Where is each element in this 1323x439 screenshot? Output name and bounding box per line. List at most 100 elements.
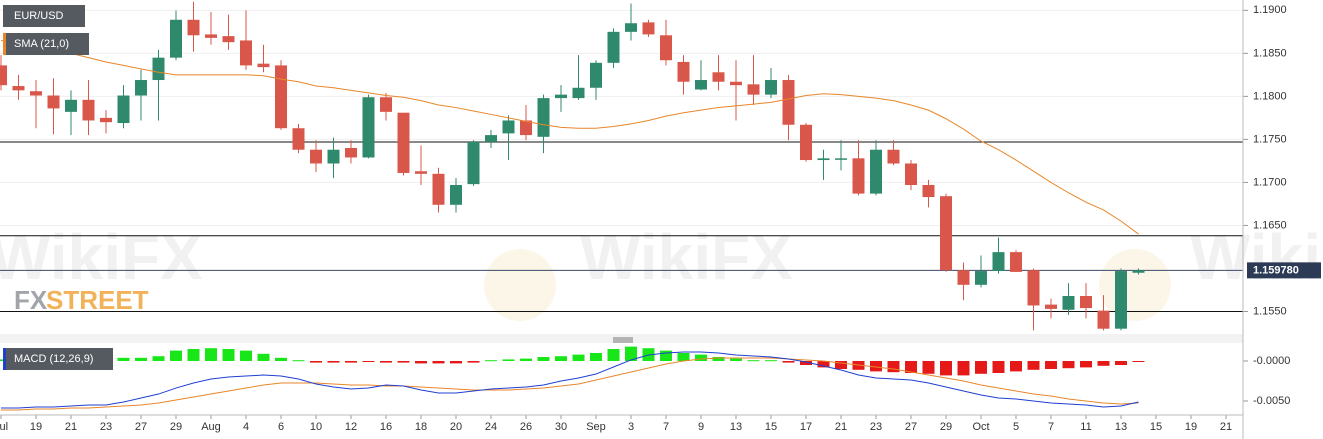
- macd-histogram-bar: [1010, 361, 1022, 372]
- watermark-icon: [484, 249, 556, 321]
- x-tick-label: 4: [243, 421, 249, 433]
- y-tick-label: 1.1900: [1253, 4, 1287, 16]
- candle-body: [292, 128, 305, 150]
- macd-histogram-bar: [1045, 361, 1057, 369]
- watermarks: WikiFX WikiFX WikiFX: [0, 221, 1323, 321]
- candle-body: [47, 95, 60, 109]
- macd-histogram-bar: [362, 361, 375, 362]
- candle-body: [800, 124, 812, 161]
- candle-body: [992, 252, 1005, 272]
- macd-line: [1, 351, 1139, 409]
- sma-label: SMA (21,0): [14, 38, 69, 50]
- macd-histogram-bar: [887, 361, 900, 373]
- logo-fx: FX: [14, 285, 48, 315]
- candle-body: [625, 23, 637, 32]
- x-tick-label: 24: [485, 421, 497, 433]
- x-tick-label: 11: [1080, 421, 1091, 433]
- candle-body: [730, 81, 742, 86]
- macd-histogram-bar: [712, 357, 725, 361]
- candle-body: [100, 117, 112, 123]
- y-tick-label: -0.0000: [1253, 355, 1290, 367]
- macd-histogram-bar: [485, 360, 497, 362]
- candle-body: [82, 99, 95, 121]
- macd-histogram-bar: [205, 348, 217, 361]
- macd-histogram-bar: [940, 361, 952, 376]
- watermark: WikiFX: [1190, 221, 1323, 293]
- macd-histogram-bar: [1027, 361, 1040, 370]
- macd-histogram-bar: [975, 361, 987, 374]
- signal-line: [1, 357, 1139, 411]
- legend-symbol: EUR/USD: [3, 5, 85, 27]
- macd-histogram-bar: [310, 361, 322, 363]
- candle-body: [187, 19, 200, 36]
- candle-body: [905, 163, 917, 185]
- sma-box: [3, 33, 89, 55]
- macd-histogram-bar: [625, 346, 637, 361]
- x-tick-label: 21: [1220, 421, 1232, 433]
- macd-histogram-bar: [747, 360, 760, 362]
- candle-body: [1045, 304, 1057, 309]
- symbol-label: EUR/USD: [14, 10, 64, 22]
- y-tick-label: 1.1550: [1253, 305, 1287, 317]
- macd-histogram-bar: [782, 361, 795, 363]
- x-tick-label: 13: [1115, 421, 1127, 433]
- candle-body: [397, 112, 410, 173]
- candle-body: [1080, 296, 1092, 309]
- x-tick-label: 21: [835, 421, 847, 433]
- candle-body: [660, 35, 672, 61]
- x-tick-label: Sep: [586, 421, 606, 433]
- macd-histogram-bar: [380, 361, 392, 363]
- macd-histogram-bar: [397, 361, 410, 363]
- candle-body: [362, 97, 375, 158]
- x-tick-label: 26: [520, 421, 532, 433]
- x-tick-label: Jul: [0, 421, 8, 433]
- x-tick-label: 13: [730, 421, 742, 433]
- macd-histogram-bar: [765, 360, 777, 362]
- x-tick-label: Aug: [201, 421, 221, 433]
- watermark: WikiFX: [580, 221, 793, 293]
- separator-grip: [613, 337, 633, 343]
- candle-body: [1097, 310, 1110, 329]
- candle-body: [817, 158, 830, 161]
- last-price-label: 1.159780: [1253, 264, 1299, 276]
- candle-body: [870, 149, 882, 194]
- x-tick-label: 7: [1048, 421, 1054, 433]
- watermark: WikiFX: [0, 221, 203, 293]
- candle-body: [712, 72, 725, 82]
- candle-body: [607, 31, 620, 63]
- candle-body: [765, 80, 777, 95]
- candle-body: [957, 270, 970, 285]
- macd-histogram-bar: [922, 361, 935, 374]
- candle-body: [677, 61, 690, 82]
- candle-body: [695, 80, 707, 90]
- candle-body: [572, 87, 585, 99]
- macd-histogram-bar: [870, 361, 882, 372]
- macd-histogram-bar: [730, 358, 742, 361]
- candle-body: [240, 40, 252, 66]
- watermark-icon: [1099, 249, 1171, 321]
- macd-histogram-bar: [275, 357, 287, 361]
- x-tick-label: Oct: [972, 421, 989, 433]
- macd-histogram-bar: [905, 361, 917, 373]
- plot-area: 1.1900 1.1850 1.1800 1.1750 1.1700 1.1650 1.15…: [0, 1, 1290, 433]
- x-tick-label: 23: [870, 421, 882, 433]
- macd-histogram-bar: [170, 350, 182, 361]
- candle-body: [152, 57, 165, 81]
- macd-histogram-bar: [292, 360, 305, 362]
- macd-histogram-bar: [957, 361, 970, 376]
- legend-macd: MACD (12,26,9): [3, 348, 113, 370]
- x-tick-label: 16: [380, 421, 392, 433]
- macd-histogram-bar: [660, 350, 672, 361]
- y-tick-label: 1.1750: [1253, 133, 1287, 145]
- sma-color: [3, 33, 6, 55]
- macd-histogram-bar: [555, 356, 567, 361]
- candle-body: [555, 94, 567, 99]
- candle-body: [467, 141, 480, 185]
- x-tick-label: 29: [170, 421, 182, 433]
- candle-body: [432, 173, 445, 205]
- candle-body: [450, 185, 462, 205]
- candle-body: [327, 149, 340, 164]
- macd-histogram-bar: [327, 361, 340, 363]
- candle-body: [275, 65, 287, 129]
